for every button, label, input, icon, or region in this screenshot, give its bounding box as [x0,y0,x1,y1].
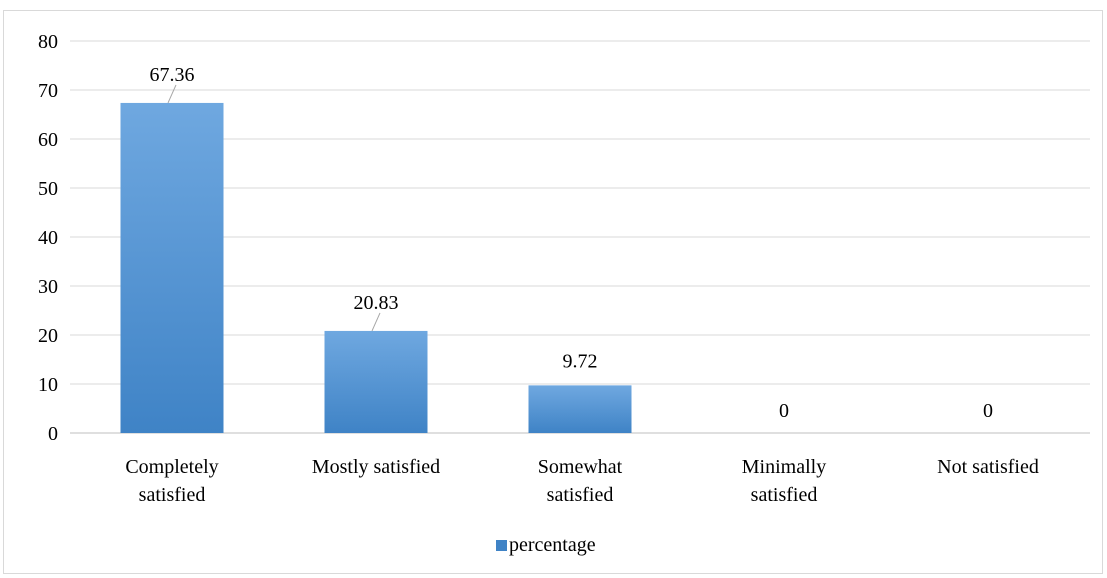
x-tick-label: Somewhat [538,456,623,478]
bar [528,385,632,433]
y-tick-label: 80 [38,31,58,53]
x-tick-label: satisfied [139,484,206,506]
data-label: 9.72 [563,350,598,372]
x-tick-label: Mostly satisfied [312,456,440,478]
y-tick-label: 30 [38,276,58,298]
x-tick-label: Minimally [742,456,826,478]
gridlines [70,40,1090,434]
bars [120,102,632,433]
x-axis: Completely satisfied Mostly satisfied Somew… [125,456,1038,506]
x-tick-label: Not satisfied [937,456,1039,478]
y-tick-label: 50 [38,178,58,200]
x-tick-label: satisfied [547,484,614,506]
legend: percentage [496,534,596,556]
x-tick-label: satisfied [751,484,818,506]
data-label: 20.83 [354,292,399,314]
y-tick-label: 20 [38,325,58,347]
legend-label-percentage: percentage [509,534,596,556]
y-tick-label: 70 [38,80,58,102]
data-label-leader-line [371,312,381,332]
data-label-leader-line [167,84,177,104]
data-labels: 67.36 20.83 9.72 0 0 [150,64,994,422]
y-axis: 0 10 20 30 40 50 60 70 80 [38,31,58,445]
y-tick-label: 40 [38,227,58,249]
data-label: 67.36 [150,64,195,86]
data-label: 0 [983,400,993,422]
bar [120,102,224,433]
y-tick-label: 60 [38,129,58,151]
x-tick-label: Completely [125,456,218,478]
y-tick-label: 10 [38,374,58,396]
bar [324,330,428,433]
data-label: 0 [779,400,789,422]
y-tick-label: 0 [48,423,58,445]
legend-swatch [496,540,507,551]
